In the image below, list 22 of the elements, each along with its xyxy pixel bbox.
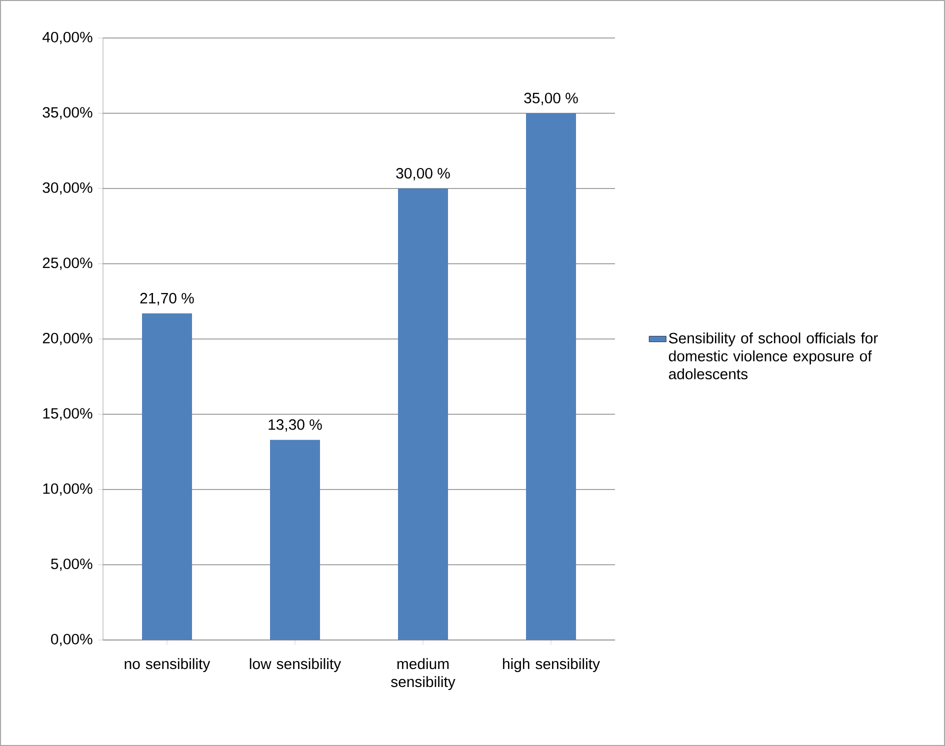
x-tick-label: medium sensibility [391, 658, 456, 690]
bar [398, 188, 448, 640]
data-label: 35,00 % [524, 92, 578, 106]
bar [270, 440, 320, 640]
legend-label: Sensibility of school officials for domestic violence exposure of adolescents [668, 332, 878, 380]
y-tick-label: 10,00% [43, 483, 92, 496]
y-tick-label: 20,00% [42, 332, 92, 346]
y-tick-label: 40,00% [42, 32, 92, 44]
x-tick-label: high sensibility [503, 658, 600, 672]
bar [142, 313, 192, 640]
x-tick-label: no sensibility [124, 658, 210, 672]
y-tick-label: 35,00% [42, 107, 92, 120]
y-tick-label: 25,00% [42, 258, 92, 270]
y-tick-label: 0,00% [51, 634, 92, 646]
y-tick-label: 5,00% [51, 558, 92, 571]
x-tick-label: low sensibility [250, 658, 342, 672]
data-label: 30,00 % [396, 168, 450, 180]
y-tick-label: 15,00% [43, 408, 92, 420]
data-label: 13,30 % [268, 419, 322, 432]
bar [526, 113, 576, 640]
y-tick-label: 30,00% [42, 182, 92, 195]
data-label: 21,70 % [140, 292, 194, 306]
